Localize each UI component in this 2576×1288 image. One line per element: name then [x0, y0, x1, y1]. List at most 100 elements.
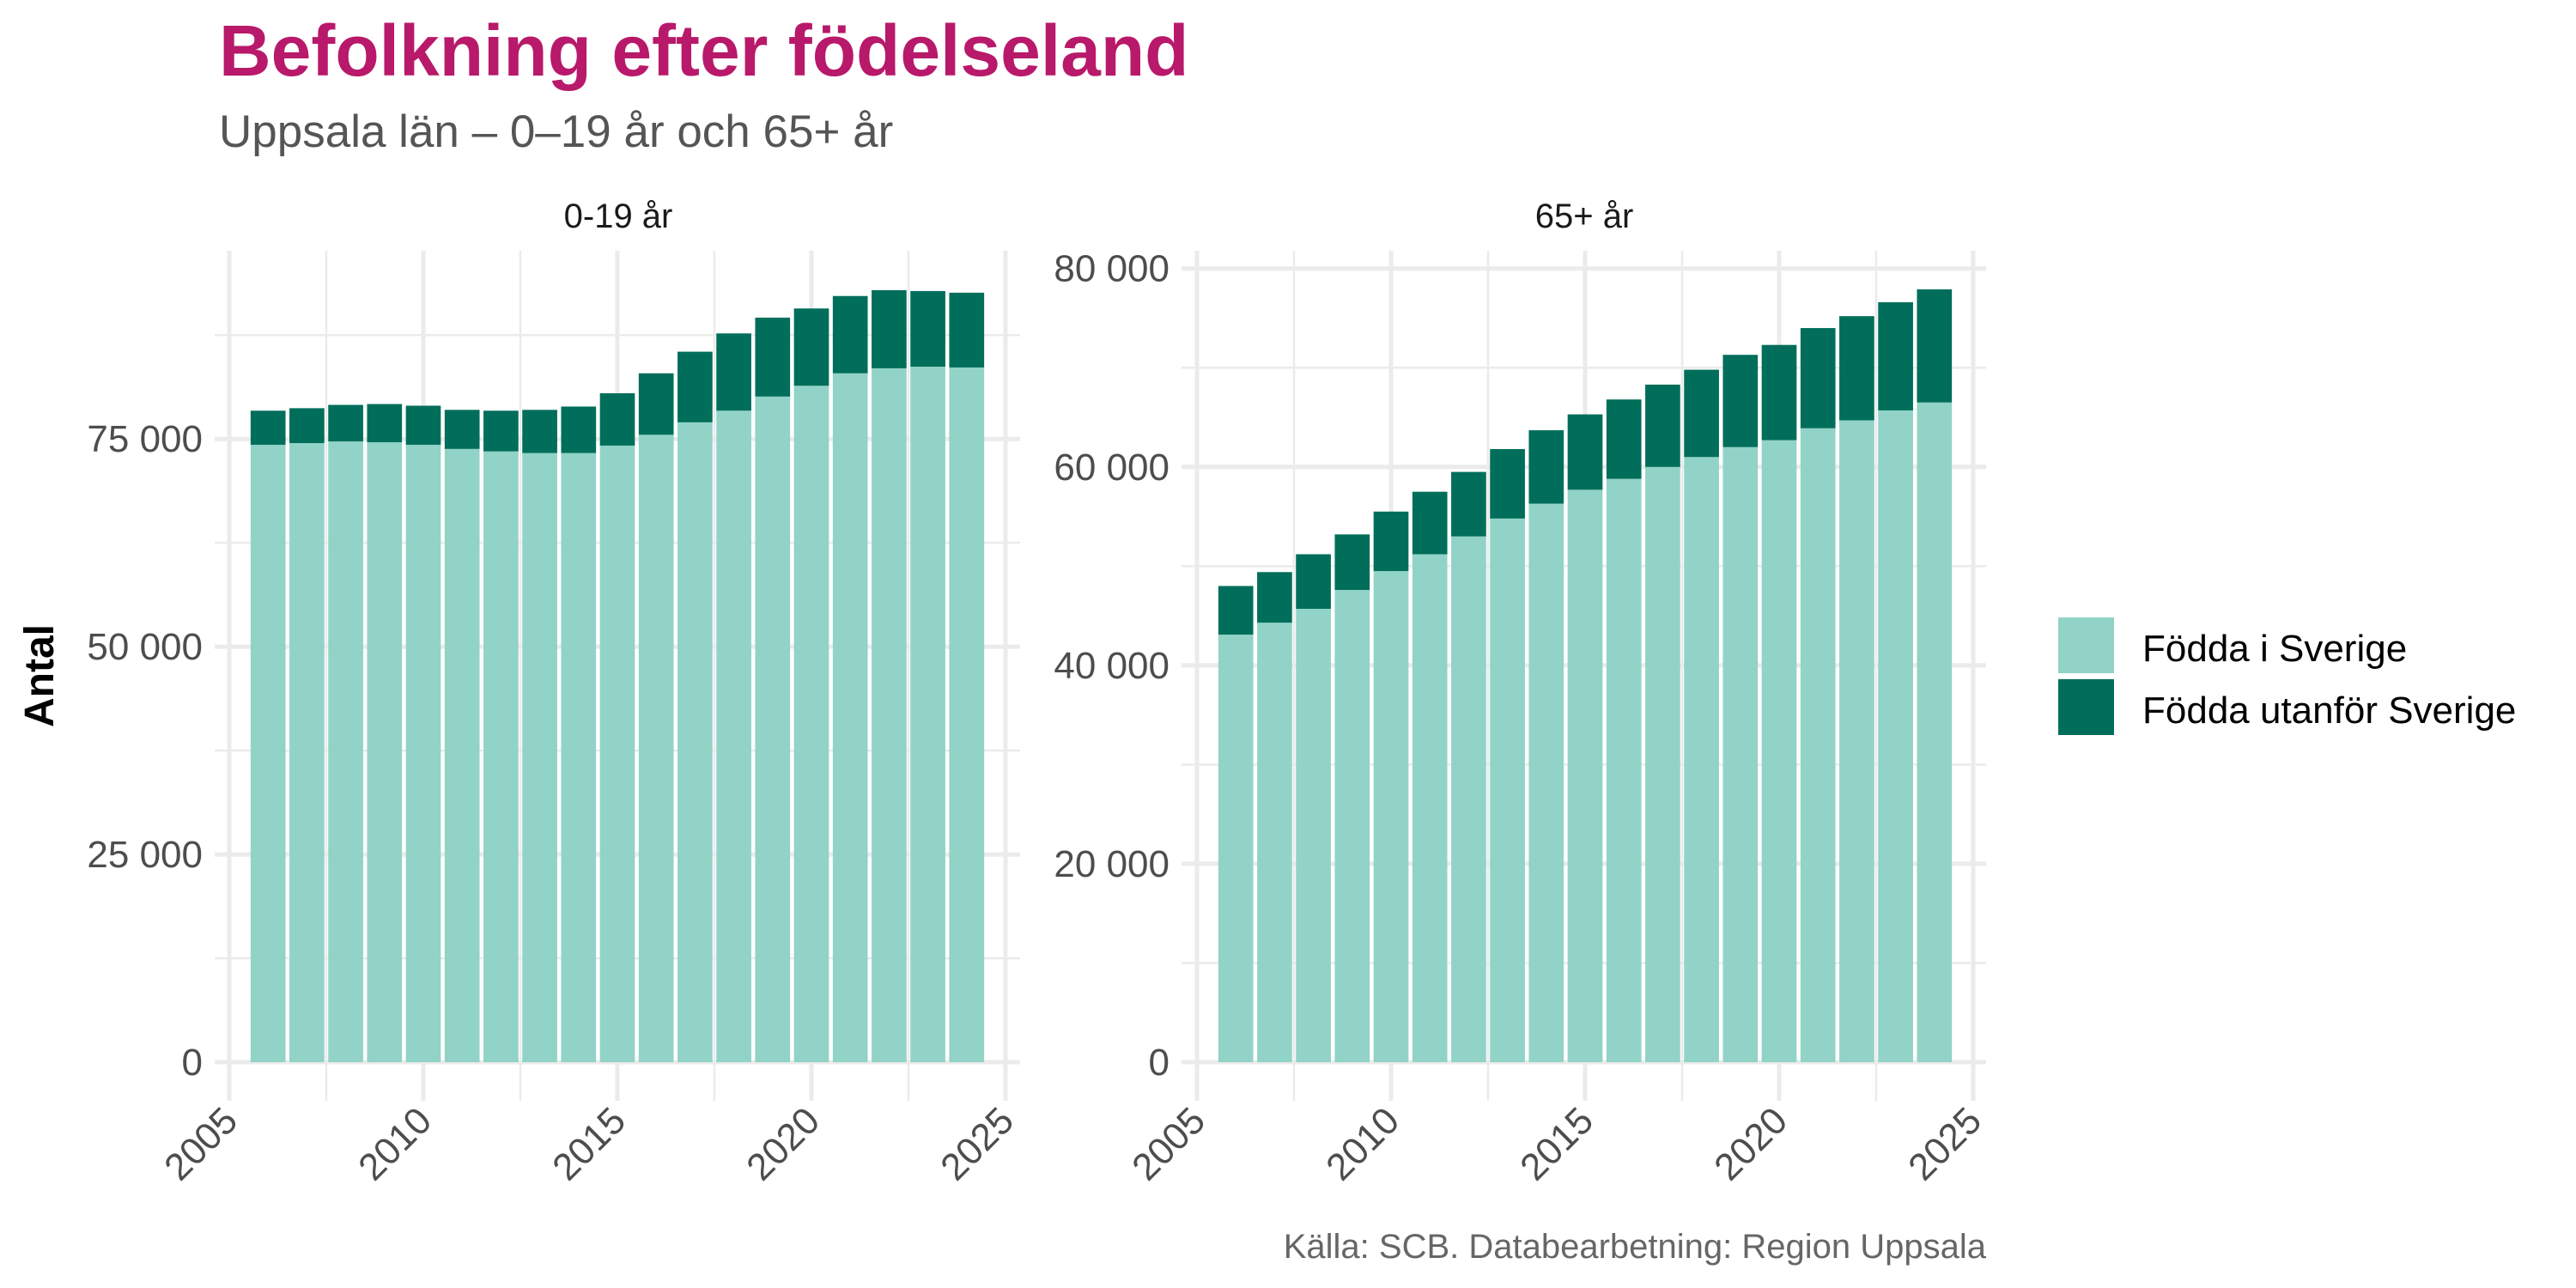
bar-fodda-i-sverige — [1567, 489, 1603, 1062]
bar-fodda-i-sverige — [1878, 410, 1913, 1062]
bar-fodda-utanfor-sverige — [522, 410, 557, 453]
bar-fodda-utanfor-sverige — [483, 410, 519, 452]
bar-fodda-i-sverige — [328, 441, 363, 1062]
bar-fodda-utanfor-sverige — [1334, 534, 1370, 591]
chart-caption: Källa: SCB. Databearbetning: Region Upps… — [1284, 1228, 1987, 1266]
bar-fodda-utanfor-sverige — [1645, 384, 1680, 467]
legend: Födda i Sverige Födda utanför Sverige — [2058, 617, 2516, 735]
bar-fodda-i-sverige — [1528, 503, 1564, 1062]
chart-subtitle: Uppsala län – 0–19 år och 65+ år — [219, 106, 893, 157]
legend-label-fodda-utanfor-sverige: Födda utanför Sverige — [2142, 690, 2516, 732]
y-tick-label: 50 000 — [87, 626, 203, 668]
bar-fodda-i-sverige — [522, 453, 557, 1062]
facet-strip-label: 0-19 år — [564, 197, 673, 235]
bar-fodda-i-sverige — [1917, 402, 1953, 1063]
bar-fodda-utanfor-sverige — [328, 404, 363, 442]
bar-fodda-i-sverige — [1606, 478, 1642, 1062]
bar-fodda-utanfor-sverige — [793, 308, 829, 386]
bar-fodda-i-sverige — [289, 443, 325, 1062]
facet-strip-label: 65+ år — [1535, 197, 1634, 235]
bar-fodda-i-sverige — [1218, 635, 1254, 1062]
y-tick-label: 0 — [182, 1042, 203, 1084]
bar-fodda-i-sverige — [599, 445, 635, 1062]
bar-fodda-i-sverige — [444, 448, 480, 1062]
bar-fodda-utanfor-sverige — [716, 333, 751, 411]
bar-fodda-utanfor-sverige — [1800, 328, 1836, 428]
bar-fodda-i-sverige — [250, 444, 286, 1062]
bar-fodda-utanfor-sverige — [250, 410, 286, 445]
bar-fodda-utanfor-sverige — [1257, 572, 1292, 623]
bar-fodda-i-sverige — [1800, 428, 1836, 1062]
bar-fodda-utanfor-sverige — [599, 392, 635, 446]
bar-fodda-i-sverige — [1412, 554, 1448, 1062]
y-tick-label: 80 000 — [1054, 248, 1170, 290]
y-tick-label: 20 000 — [1054, 843, 1170, 885]
bar-fodda-utanfor-sverige — [289, 408, 325, 444]
bar-fodda-i-sverige — [716, 410, 751, 1063]
y-axis-label: Antal — [17, 624, 63, 727]
bar-fodda-utanfor-sverige — [1490, 449, 1525, 519]
bar-fodda-utanfor-sverige — [405, 405, 441, 445]
bar-fodda-i-sverige — [1722, 447, 1759, 1062]
legend-key-fodda-utanfor-sverige — [2058, 679, 2114, 735]
bar-fodda-i-sverige — [1684, 457, 1719, 1062]
bar-fodda-i-sverige — [755, 396, 791, 1062]
y-tick-label: 40 000 — [1054, 645, 1170, 687]
bar-fodda-i-sverige — [793, 386, 829, 1062]
bar-fodda-i-sverige — [677, 422, 713, 1062]
bar-fodda-utanfor-sverige — [444, 410, 480, 449]
legend-label-fodda-i-sverige: Födda i Sverige — [2142, 628, 2407, 670]
bar-fodda-i-sverige — [1451, 536, 1486, 1062]
legend-key-fodda-i-sverige — [2058, 617, 2114, 673]
bar-fodda-utanfor-sverige — [1412, 491, 1448, 555]
bar-fodda-utanfor-sverige — [949, 292, 985, 368]
bar-fodda-utanfor-sverige — [561, 406, 597, 453]
bar-fodda-utanfor-sverige — [638, 373, 674, 435]
bar-fodda-utanfor-sverige — [1373, 511, 1409, 572]
bar-fodda-i-sverige — [1645, 466, 1680, 1062]
y-tick-label: 60 000 — [1054, 447, 1170, 489]
bar-fodda-utanfor-sverige — [1451, 471, 1486, 537]
y-tick-label: 25 000 — [87, 834, 203, 876]
bar-fodda-i-sverige — [1839, 420, 1874, 1063]
bar-fodda-i-sverige — [949, 367, 985, 1062]
bar-fodda-utanfor-sverige — [1722, 355, 1759, 447]
bar-fodda-i-sverige — [1373, 571, 1409, 1062]
y-tick-label: 75 000 — [87, 418, 203, 460]
bar-fodda-utanfor-sverige — [1761, 344, 1797, 440]
bar-fodda-i-sverige — [872, 368, 907, 1062]
bar-fodda-i-sverige — [1334, 590, 1370, 1062]
bar-fodda-utanfor-sverige — [1839, 316, 1874, 421]
bar-fodda-utanfor-sverige — [832, 295, 868, 374]
bar-fodda-utanfor-sverige — [1606, 399, 1642, 479]
bar-fodda-i-sverige — [367, 442, 403, 1062]
bar-fodda-utanfor-sverige — [1917, 289, 1953, 403]
bar-fodda-utanfor-sverige — [1567, 414, 1603, 490]
bar-fodda-utanfor-sverige — [1684, 369, 1719, 458]
bar-fodda-utanfor-sverige — [1218, 586, 1254, 635]
bar-fodda-i-sverige — [405, 444, 441, 1062]
bar-fodda-utanfor-sverige — [1528, 430, 1564, 504]
y-tick-labels: 0 20 000 40 000 60 000 80 000 — [1054, 248, 1170, 1084]
bars — [1218, 289, 1953, 1063]
bar-fodda-i-sverige — [910, 367, 945, 1062]
bar-fodda-i-sverige — [1296, 609, 1331, 1062]
bar-fodda-utanfor-sverige — [755, 317, 791, 397]
bar-fodda-i-sverige — [832, 373, 868, 1062]
bar-fodda-i-sverige — [1257, 623, 1292, 1062]
bar-fodda-utanfor-sverige — [1878, 302, 1913, 410]
chart-title: Befolkning efter födelseland — [219, 10, 1189, 91]
bar-fodda-utanfor-sverige — [1296, 554, 1331, 610]
bar-fodda-utanfor-sverige — [872, 289, 907, 368]
y-tick-labels: 0 25 000 50 000 75 000 — [87, 418, 203, 1084]
bar-fodda-i-sverige — [561, 453, 597, 1062]
bar-fodda-i-sverige — [1490, 518, 1525, 1062]
bar-fodda-utanfor-sverige — [910, 290, 945, 367]
bar-fodda-i-sverige — [483, 451, 519, 1062]
bar-fodda-utanfor-sverige — [677, 351, 713, 422]
bar-fodda-utanfor-sverige — [367, 404, 403, 443]
bars — [250, 289, 985, 1063]
